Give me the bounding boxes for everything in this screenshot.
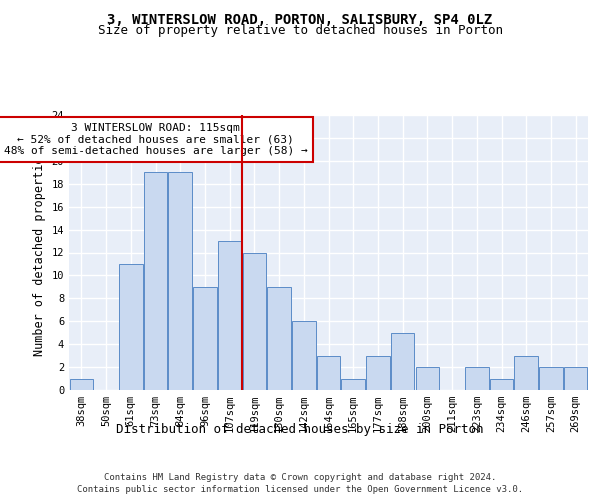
Bar [539, 367, 563, 390]
Bar [366, 356, 389, 390]
Bar [218, 241, 241, 390]
Bar [490, 378, 513, 390]
Bar [242, 252, 266, 390]
Text: Contains public sector information licensed under the Open Government Licence v3: Contains public sector information licen… [77, 485, 523, 494]
Text: 3, WINTERSLOW ROAD, PORTON, SALISBURY, SP4 0LZ: 3, WINTERSLOW ROAD, PORTON, SALISBURY, S… [107, 12, 493, 26]
Bar [144, 172, 167, 390]
Bar [465, 367, 488, 390]
Bar [416, 367, 439, 390]
Bar [317, 356, 340, 390]
Bar [119, 264, 143, 390]
Bar [292, 322, 316, 390]
Bar [268, 287, 291, 390]
Bar [70, 378, 93, 390]
Bar [193, 287, 217, 390]
Bar [341, 378, 365, 390]
Text: Size of property relative to detached houses in Porton: Size of property relative to detached ho… [97, 24, 503, 37]
Text: Contains HM Land Registry data © Crown copyright and database right 2024.: Contains HM Land Registry data © Crown c… [104, 472, 496, 482]
Bar [514, 356, 538, 390]
Y-axis label: Number of detached properties: Number of detached properties [33, 149, 46, 356]
Text: 3 WINTERSLOW ROAD: 115sqm
← 52% of detached houses are smaller (63)
48% of semi-: 3 WINTERSLOW ROAD: 115sqm ← 52% of detac… [4, 123, 307, 156]
Bar [391, 332, 415, 390]
Bar [169, 172, 192, 390]
Text: Distribution of detached houses by size in Porton: Distribution of detached houses by size … [116, 422, 484, 436]
Bar [564, 367, 587, 390]
